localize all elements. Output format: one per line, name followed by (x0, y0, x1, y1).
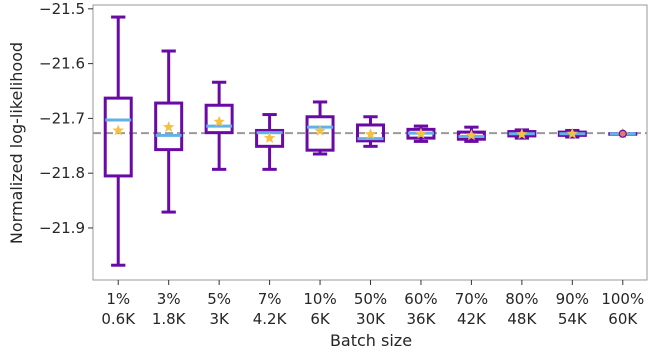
x-tick-sublabel: 3K (209, 310, 230, 328)
x-tick-sublabel: 54K (558, 310, 588, 328)
x-tick-label: 1% (106, 290, 130, 308)
x-tick-label: 90% (556, 290, 589, 308)
x-tick-sublabel: 0.6K (101, 310, 136, 328)
box (204, 103, 234, 135)
x-tick-sublabel: 6K (310, 310, 331, 328)
x-tick-label: 80% (505, 290, 538, 308)
point-marker (618, 129, 627, 138)
mean-marker (364, 128, 377, 140)
mean-marker (415, 127, 427, 139)
x-tick-label: 10% (303, 290, 336, 308)
x-tick-label: 50% (354, 290, 387, 308)
x-tick-sublabel: 36K (406, 310, 436, 328)
mean-marker (213, 115, 225, 127)
mean-marker (314, 125, 326, 136)
box (305, 115, 335, 152)
y-tick-label: −21.8 (39, 164, 85, 182)
x-tick-sublabel: 30K (356, 310, 386, 328)
x-tick-label: 7% (258, 290, 282, 308)
x-axis-label: Batch size (330, 331, 412, 350)
y-axis-label: Normalized log-likelihood (7, 42, 26, 244)
box (356, 123, 385, 143)
y-tick-label: −21.5 (39, 0, 85, 18)
x-tick-sublabel: 48K (507, 310, 537, 328)
box (154, 101, 184, 152)
mean-marker (566, 127, 579, 139)
mean-marker (516, 128, 528, 140)
x-tick-sublabel: 42K (457, 310, 487, 328)
box (255, 128, 285, 148)
x-tick-label: 60% (404, 290, 437, 308)
x-tick-sublabel: 60K (608, 310, 638, 328)
y-tick-label: −21.6 (39, 55, 85, 73)
x-tick-sublabel: 1.8K (152, 310, 187, 328)
y-tick-label: −21.9 (39, 219, 85, 237)
x-tick-label: 5% (207, 290, 231, 308)
x-tick-sublabel: 4.2K (253, 310, 288, 328)
x-tick-label: 100% (601, 290, 644, 308)
plot-area: −21.5 −21.6 −21.7 −21.8 −21.9 1% 0.6K 3% 1.8K 5% 3… (39, 0, 648, 328)
y-tick-label: −21.7 (39, 109, 85, 127)
mean-marker (465, 129, 478, 141)
mean-marker (112, 124, 124, 136)
x-tick-label: 3% (157, 290, 181, 308)
box (103, 96, 133, 178)
mean-marker (263, 132, 276, 143)
mean-marker (162, 121, 175, 133)
x-tick-label: 70% (455, 290, 488, 308)
